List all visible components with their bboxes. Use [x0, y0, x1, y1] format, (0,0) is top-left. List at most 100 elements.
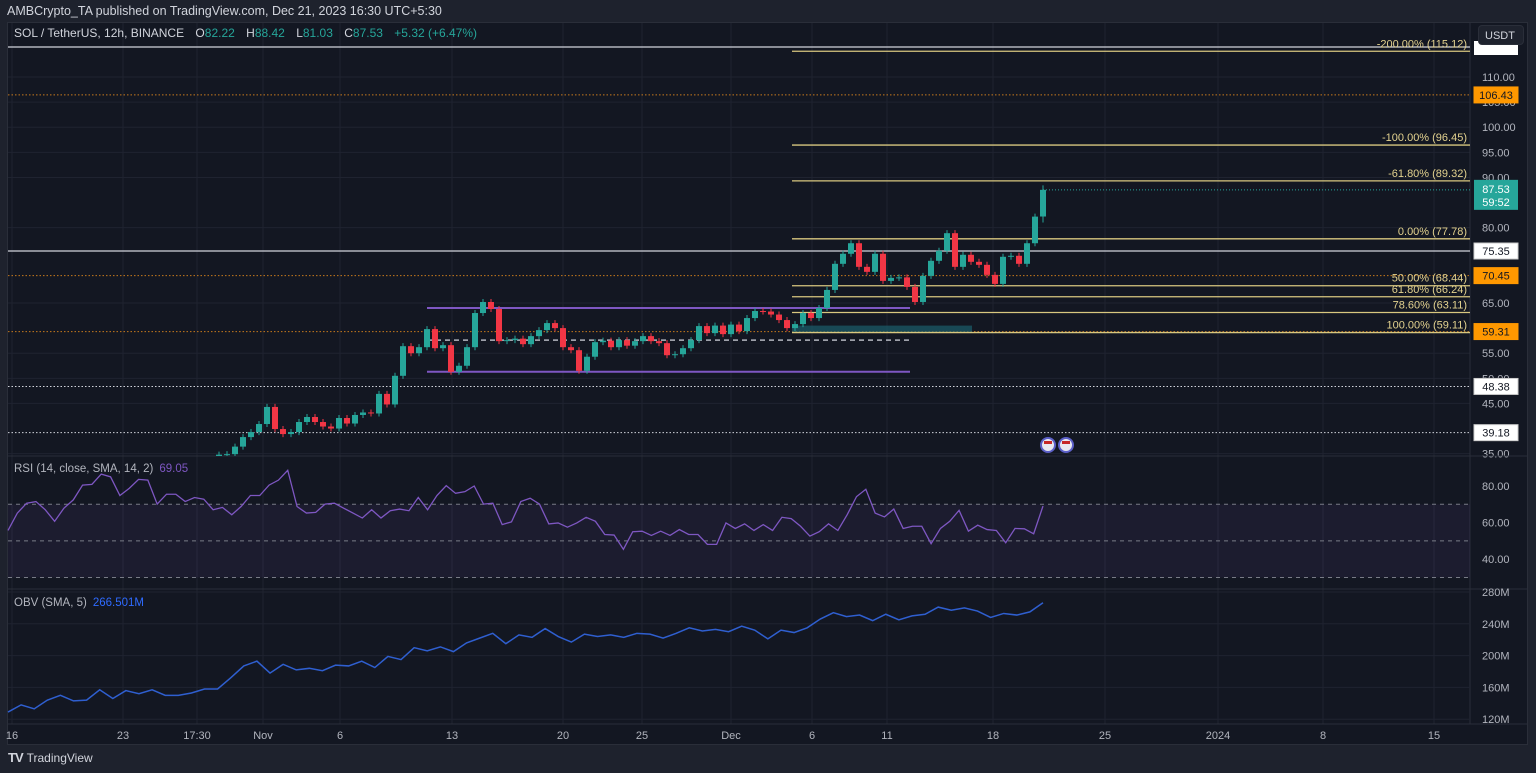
fib-level-label: 100.00% (59.11) — [1386, 320, 1467, 332]
candle-body — [448, 345, 454, 372]
price-label-box — [1473, 377, 1519, 395]
candle-body — [992, 274, 998, 284]
candle-body — [616, 340, 622, 348]
price-axis-tick: 100.00 — [1482, 122, 1516, 134]
candle-body — [384, 393, 390, 405]
candle-body — [912, 286, 918, 302]
candle-body — [520, 338, 526, 345]
time-axis-label: Dec — [721, 730, 741, 742]
obv-axis-tick: 120M — [1482, 714, 1510, 726]
price-label-box — [1473, 242, 1519, 260]
symbol-legend: SOL / TetherUS, 12h, BINANCE O82.22 H88.… — [14, 26, 477, 40]
candle-body — [960, 254, 966, 267]
time-axis-label: 18 — [987, 730, 999, 742]
candle-body — [360, 412, 366, 415]
candle-body — [568, 347, 574, 351]
time-axis-label: Nov — [253, 730, 273, 742]
candle-body — [808, 313, 814, 319]
candle-body — [704, 326, 710, 334]
currency-button[interactable]: USDT — [1478, 25, 1524, 45]
candle-body — [920, 275, 926, 302]
high-label: H — [246, 26, 255, 40]
price-axis-tick: 95.00 — [1482, 147, 1510, 159]
candle-body — [640, 336, 646, 342]
rsi-value: 69.05 — [159, 463, 189, 475]
obv-axis-tick: 280M — [1482, 587, 1510, 599]
candle-body — [1032, 216, 1038, 244]
candle-body — [832, 263, 838, 290]
obv-title: OBV (SMA, 5) — [14, 597, 87, 609]
price-label-text: 39.18 — [1482, 428, 1510, 440]
rsi-title: RSI (14, close, SMA, 14, 2) — [14, 463, 154, 475]
fib-level-label: 61.80% (66.24) — [1392, 284, 1467, 296]
price-label-text: 75.35 — [1482, 246, 1510, 258]
obv-legend[interactable]: OBV (SMA, 5) 266.501M — [14, 597, 144, 609]
current-price-box — [1474, 179, 1518, 210]
candles — [216, 185, 1046, 456]
candle-body — [848, 243, 854, 254]
publisher-header: AMBCrypto_TA published on TradingView.co… — [7, 4, 442, 18]
time-axis-label: 25 — [1099, 730, 1111, 742]
economic-event-icon — [1040, 437, 1056, 453]
candle-body — [840, 253, 846, 264]
time-axis-label: 23 — [117, 730, 129, 742]
low-label: L — [296, 26, 303, 40]
candle-body — [680, 348, 686, 355]
candle-body — [880, 253, 886, 281]
symbol-title[interactable]: SOL / TetherUS, 12h, BINANCE — [14, 26, 185, 40]
candle-body — [272, 406, 278, 430]
candle-body — [456, 365, 462, 372]
us-flag-icon — [1062, 441, 1070, 444]
candle-body — [928, 260, 934, 276]
time-axis-label: 25 — [636, 730, 648, 742]
candle-body — [312, 416, 318, 423]
candle-body — [432, 329, 438, 349]
candle-body — [592, 342, 598, 357]
candle-body — [768, 311, 774, 315]
fib-level-label: -100.00% (96.45) — [1382, 132, 1467, 144]
candle-body — [1040, 189, 1046, 217]
candle-body — [896, 277, 902, 279]
rsi-line — [7, 468, 1044, 551]
candle-body — [648, 336, 654, 342]
fib-level-label: 50.00% (68.44) — [1392, 273, 1467, 285]
candle-body — [288, 432, 294, 435]
rsi-axis-tick: 40.00 — [1482, 554, 1510, 566]
candle-body — [936, 250, 942, 261]
candle-body — [408, 346, 414, 354]
time-axis-label: 2024 — [1206, 730, 1230, 742]
candle-body — [528, 336, 534, 345]
candle-body — [352, 414, 358, 424]
candle-body — [816, 308, 822, 319]
candle-body — [216, 454, 222, 456]
us-flag-icon — [1044, 441, 1052, 444]
time-axis-label: 16 — [6, 730, 18, 742]
candle-body — [720, 325, 726, 335]
candle-body — [376, 393, 382, 414]
chart-panel[interactable] — [7, 22, 1528, 745]
candle-body — [688, 340, 694, 349]
candle-body — [560, 328, 566, 348]
price-label-text: 59.31 — [1482, 327, 1510, 339]
fib-level-label: -61.80% (89.32) — [1388, 168, 1467, 180]
footer-brand[interactable]: TV TradingView — [8, 750, 93, 765]
candle-body — [584, 356, 590, 371]
rsi-legend[interactable]: RSI (14, close, SMA, 14, 2) 69.05 — [14, 463, 188, 475]
candle-body — [608, 340, 614, 348]
obv-line — [7, 602, 1044, 713]
open-value: 82.22 — [204, 26, 235, 40]
candle-body — [512, 338, 518, 341]
candle-body — [736, 324, 742, 332]
obv-axis-tick: 200M — [1482, 651, 1510, 663]
candle-body — [464, 347, 470, 366]
candle-body — [760, 311, 766, 313]
price-axis-tick: 80.00 — [1482, 223, 1510, 235]
price-axis-tick: 45.00 — [1482, 398, 1510, 410]
candle-body — [824, 289, 830, 309]
candle-body — [792, 324, 798, 329]
candle-body — [800, 313, 806, 325]
candle-body — [744, 318, 750, 332]
time-axis-label: 8 — [1320, 730, 1326, 742]
candle-body — [712, 325, 718, 334]
